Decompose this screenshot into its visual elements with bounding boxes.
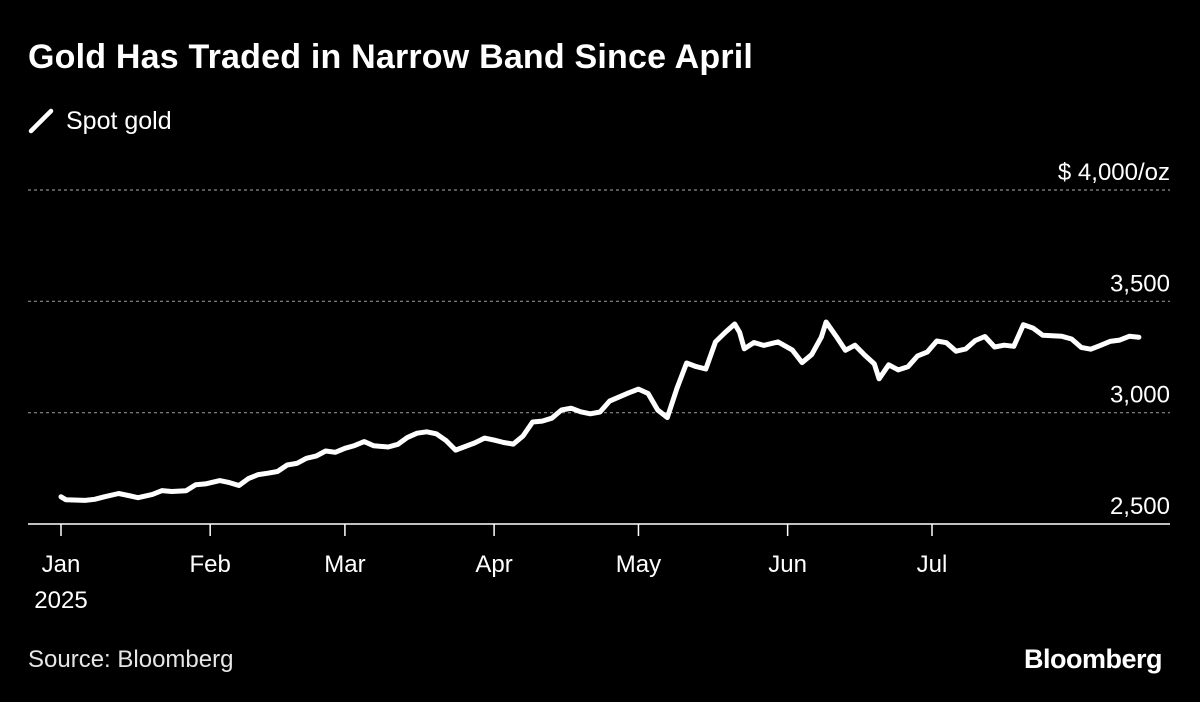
y-axis-ticks: 2,500 3,000 3,500 $ 4,000/oz	[1058, 159, 1170, 520]
x-tick-label: Jul	[917, 551, 948, 578]
legend-line-icon	[28, 108, 54, 134]
legend: Spot gold	[28, 104, 172, 138]
x-tick-sublabel: 2025	[34, 587, 87, 614]
x-tick-label: Apr	[475, 551, 512, 578]
x-tick-label: Jun	[768, 551, 807, 578]
y-tick-label: 3,500	[1110, 270, 1170, 297]
x-axis: Jan 2025 Feb Mar Apr May Jun Jul	[34, 524, 947, 614]
gridlines	[28, 189, 1170, 525]
chart-title: Gold Has Traded in Narrow Band Since Apr…	[28, 38, 754, 76]
legend-label: Spot gold	[66, 106, 172, 135]
x-tick-label: Feb	[189, 551, 230, 578]
y-tick-label: $ 4,000/oz	[1058, 159, 1170, 186]
series-layer	[58, 319, 1142, 503]
source-note: Source: Bloomberg	[28, 646, 234, 673]
bloomberg-logo: Bloomberg	[1023, 644, 1163, 674]
series-line-spot-gold	[58, 319, 1142, 503]
x-tick-label: Mar	[324, 551, 365, 578]
y-tick-label: 3,000	[1110, 382, 1170, 409]
y-tick-label: 2,500	[1110, 493, 1170, 520]
x-tick-label: Jan	[42, 551, 81, 578]
x-tick-label: May	[616, 551, 661, 578]
